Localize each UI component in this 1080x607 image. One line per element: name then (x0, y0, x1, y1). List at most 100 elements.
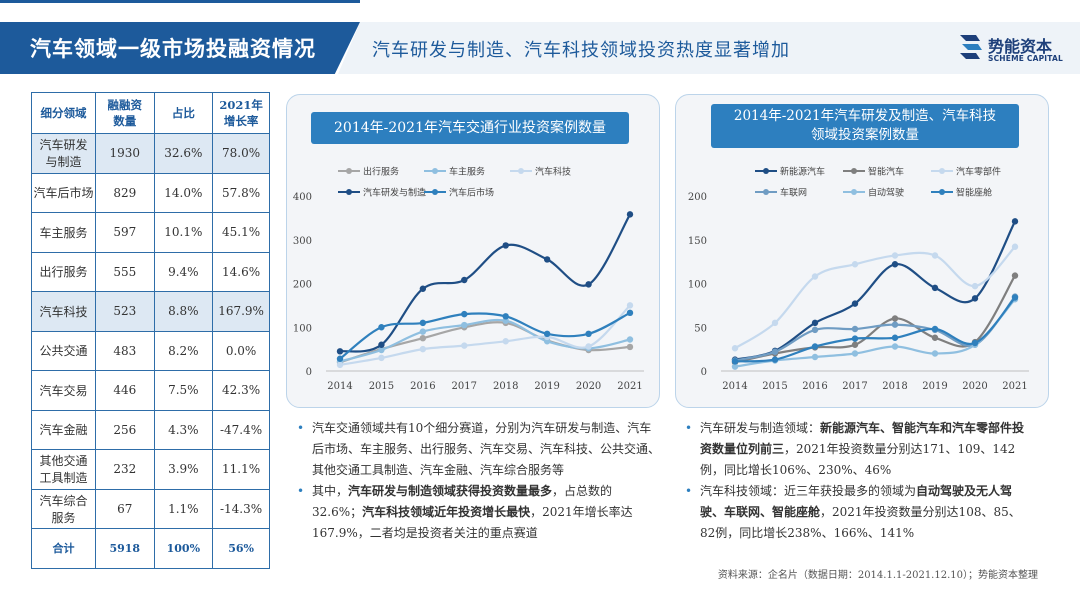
right-bullet-2: • 汽车科技领域：近三年获投最多的领域为自动驾驶及无人驾驶、车联网、智能座舱，20… (682, 481, 1034, 544)
source-note: 资料来源：企名片（数据日期：2014.1.1-2021.12.10）；势能资本整… (717, 570, 1038, 581)
data-point (891, 315, 899, 322)
data-point (931, 284, 939, 292)
data-point (461, 276, 468, 284)
right-bullet-1: • 汽车研发与制造领域：新能源汽车、智能汽车和汽车零部件投资数量位列前三，2021… (682, 418, 1034, 481)
table-cell: 100% (153, 528, 214, 569)
series-line (734, 298, 1016, 368)
legend-swatch-marker (763, 168, 769, 174)
segment-name-cell: 汽车交易 (30, 370, 97, 411)
legend-label: 汽车零部件 (956, 166, 1001, 178)
scheme-capital-logo: 势能资本 SCHEME CAPITAL (958, 33, 1068, 69)
x-tick-label: 2014 (327, 381, 352, 392)
table-cell: 1.1% (153, 488, 214, 529)
legend-label: 车联网 (780, 187, 807, 199)
y-tick-label: 100 (688, 280, 707, 291)
data-point (811, 353, 819, 361)
data-point (626, 309, 634, 317)
table-cell: 1930 (95, 133, 155, 174)
table-cell: 14.0% (153, 172, 214, 213)
data-point (851, 325, 859, 333)
table-cell: 56% (212, 528, 270, 569)
series-line (339, 311, 631, 360)
data-point (931, 325, 939, 333)
x-tick-label: 2021 (617, 381, 642, 392)
right-bullets: • 汽车研发与制造领域：新能源汽车、智能汽车和汽车零部件投资数量位列前三，2021… (682, 418, 1034, 544)
table-cell: -14.3% (212, 488, 270, 529)
x-tick-label: 2020 (576, 381, 601, 392)
data-point (731, 363, 739, 370)
legend-swatch-marker (346, 189, 352, 195)
table-total-row: 合计 5918 100% 56% (30, 528, 270, 569)
table-row: 汽车金融 256 4.3% -47.4% (30, 409, 270, 450)
data-point (771, 348, 779, 355)
table-cell: 167.9% (212, 291, 270, 332)
table-row: 汽车综合 服务 67 1.1% -14.3% (30, 488, 270, 529)
table-row: 公共交通 483 8.2% 0.0% (30, 330, 270, 371)
table-cell: 42.3% (212, 370, 270, 411)
data-point (336, 355, 344, 362)
table-cell: 256 (95, 409, 155, 450)
page-title: 汽车领域一级市场投融资情况 (30, 36, 316, 61)
data-point (626, 211, 634, 218)
data-point (585, 343, 592, 350)
data-point (851, 341, 859, 348)
data-point (931, 334, 939, 341)
data-point (731, 345, 739, 352)
data-point (419, 285, 427, 292)
table-cell: 8.2% (153, 330, 214, 371)
legend-swatch-marker (763, 189, 769, 195)
table-header-cell: 融融资 数量 (95, 92, 155, 134)
chart-title-left: 2014年-2021年汽车交通行业投资案例数量 (334, 120, 606, 136)
data-point (626, 302, 634, 309)
table-cell: 14.6% (212, 251, 270, 292)
data-point (811, 273, 819, 280)
data-point (626, 336, 634, 343)
table-header-row: 细分领域 融融资 数量 占比 2021年 增长率 (30, 92, 270, 134)
data-point (626, 343, 634, 351)
data-point (378, 354, 385, 362)
data-point (378, 341, 385, 348)
chart-panel-left (286, 94, 660, 408)
segment-table: 细分领域 融融资 数量 占比 2021年 增长率 汽车研发 与制造 1930 32.6% 78.0… (30, 92, 270, 569)
x-tick-label: 2021 (1002, 381, 1027, 392)
legend-label: 出行服务 (363, 166, 399, 178)
legend-swatch-marker (851, 189, 857, 195)
data-point (461, 310, 468, 318)
data-point (502, 317, 509, 324)
segment-name-cell: 公共交通 (30, 330, 97, 371)
table-cell: 597 (95, 212, 155, 253)
bullet-dot-icon: • (297, 484, 305, 498)
table-cell: 32.6% (153, 133, 214, 174)
table-cell: 0.0% (212, 330, 270, 371)
data-point (502, 242, 509, 249)
y-tick-label: 100 (293, 323, 312, 334)
data-point (1011, 218, 1019, 225)
table-header-cell: 2021年 增长率 (212, 92, 270, 134)
series-line (734, 296, 1016, 363)
data-point (811, 326, 819, 334)
y-tick-label: 0 (701, 367, 707, 378)
table-cell: 9.4% (153, 251, 214, 292)
data-point (543, 338, 551, 345)
chart-title-right-line2: 领域投资案例数量 (811, 127, 919, 143)
logo-text-cn: 势能资本 (988, 37, 1053, 56)
data-point (336, 348, 344, 355)
bullet-dot-icon: • (685, 484, 693, 498)
logo-mark-icon (960, 35, 982, 59)
data-point (419, 345, 427, 353)
data-point (543, 330, 551, 338)
data-point (419, 328, 427, 335)
table-row: 出行服务 555 9.4% 14.6% (30, 251, 270, 292)
legend-label: 车主服务 (449, 166, 485, 178)
segment-name-cell: 汽车金融 (30, 409, 97, 450)
data-point (971, 339, 979, 347)
x-tick-label: 2018 (882, 381, 907, 392)
data-point (931, 350, 939, 357)
table-cell: 523 (95, 291, 155, 332)
y-tick-label: 200 (688, 192, 707, 203)
data-point (543, 256, 551, 263)
header-bar: 汽车领域一级市场投融资情况 汽车研发与制造、汽车科技领域投资热度显著增加 (0, 22, 1080, 74)
x-tick-label: 2014 (722, 381, 747, 392)
table-cell: 67 (95, 488, 155, 529)
table-cell: 4.3% (153, 409, 214, 450)
